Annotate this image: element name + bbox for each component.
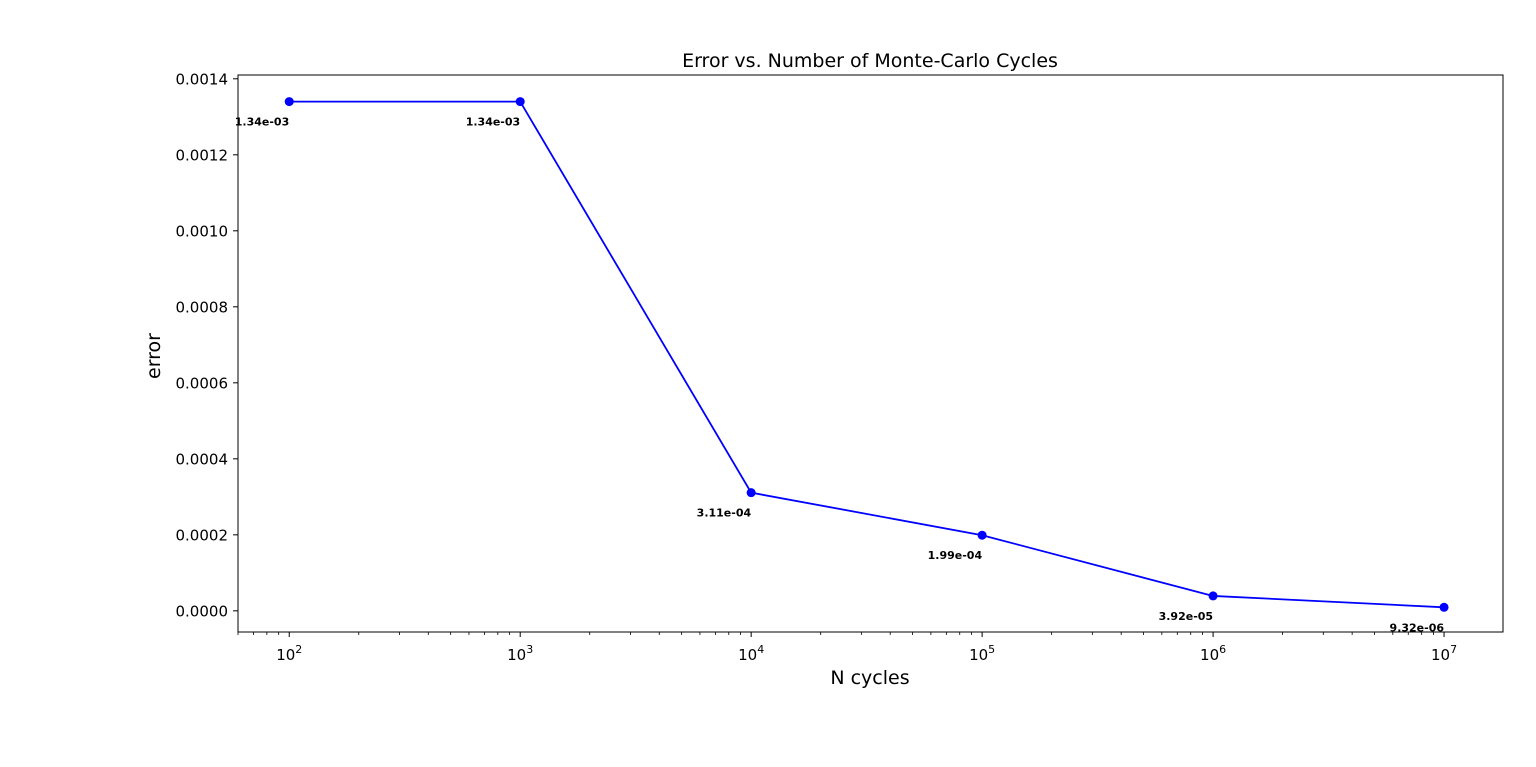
x-tick-label: 106 bbox=[1200, 643, 1226, 664]
data-label: 1.34e-03 bbox=[466, 116, 520, 129]
data-label: 9.32e-06 bbox=[1390, 621, 1445, 634]
y-tick-label: 0.0010 bbox=[176, 222, 229, 240]
data-point bbox=[977, 530, 987, 540]
data-point bbox=[746, 488, 756, 498]
data-point bbox=[1439, 602, 1449, 612]
x-axis-label: N cycles bbox=[830, 667, 909, 689]
y-tick-label: 0.0002 bbox=[176, 526, 229, 544]
chart-title: Error vs. Number of Monte-Carlo Cycles bbox=[682, 50, 1058, 72]
y-tick-label: 0.0014 bbox=[176, 70, 229, 88]
x-axis: 102 103 104 105 106 107 bbox=[237, 632, 1457, 664]
y-tick-label: 0.0004 bbox=[176, 450, 229, 468]
plot-area: 1.34e-03 1.34e-03 3.11e-04 1.99e-04 3.92e-05… bbox=[235, 97, 1449, 634]
data-label: 1.34e-03 bbox=[235, 116, 289, 129]
y-axis-label: error bbox=[143, 333, 165, 379]
y-tick-label: 0.0000 bbox=[176, 602, 229, 620]
y-tick-label: 0.0006 bbox=[176, 374, 229, 392]
data-label: 3.11e-04 bbox=[697, 507, 752, 520]
x-tick-label: 103 bbox=[507, 643, 533, 664]
y-tick-label: 0.0012 bbox=[176, 146, 229, 164]
series-line bbox=[289, 100, 1445, 609]
data-label: 3.92e-05 bbox=[1159, 610, 1213, 623]
data-point bbox=[1208, 591, 1218, 601]
x-tick-label: 107 bbox=[1431, 643, 1457, 664]
x-tick-label: 105 bbox=[969, 643, 995, 664]
x-tick-label: 104 bbox=[738, 643, 764, 664]
y-axis: 0.0000 0.0002 0.0004 0.0006 0.0008 0.0010 0.00… bbox=[176, 70, 238, 620]
x-tick-label: 102 bbox=[276, 643, 302, 664]
axes-frame bbox=[237, 74, 1504, 633]
data-point bbox=[515, 97, 525, 107]
data-label: 1.99e-04 bbox=[928, 549, 983, 562]
y-tick-label: 0.0008 bbox=[176, 298, 229, 316]
data-point bbox=[284, 97, 294, 107]
